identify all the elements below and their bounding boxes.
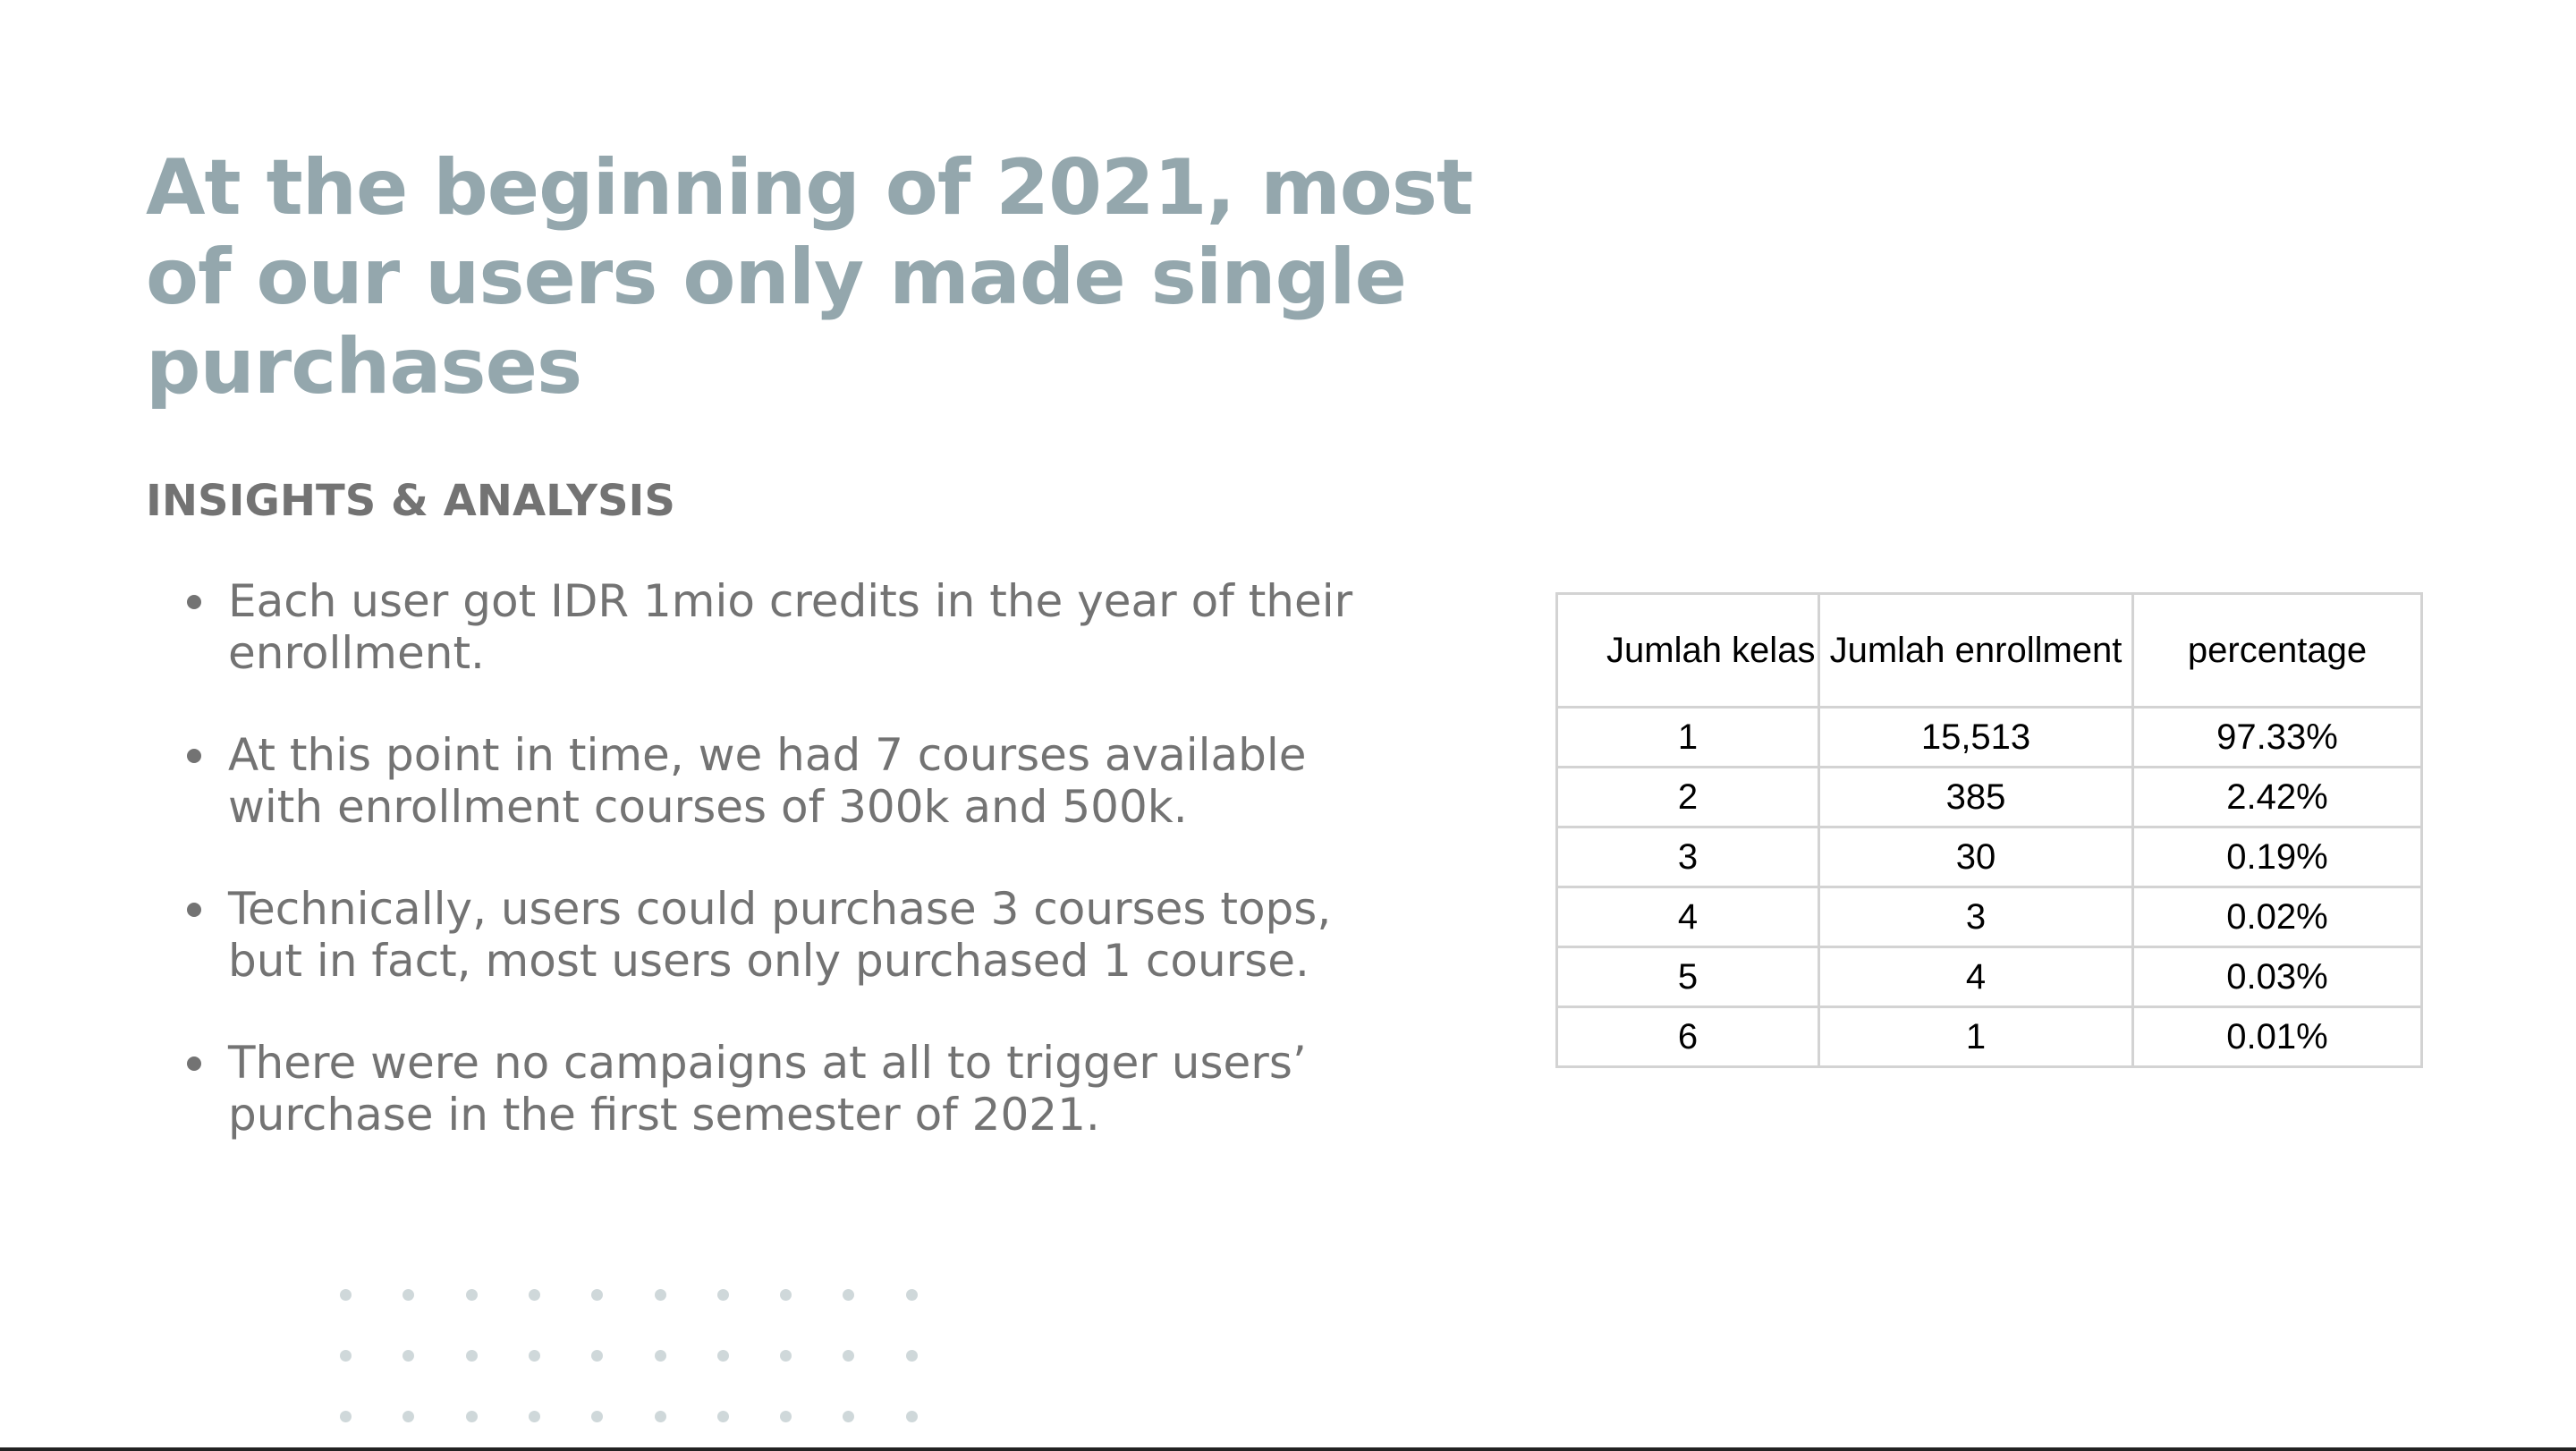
decor-dot (402, 1350, 414, 1362)
cell-kelas: 4 (1555, 886, 1820, 948)
decor-dot (843, 1350, 854, 1362)
cell-percentage: 0.02% (2131, 886, 2423, 948)
cell-enrollment: 30 (1818, 826, 2134, 888)
bullet-item: Each user got IDR 1mio credits in the ye… (146, 575, 1398, 679)
decor-dot (402, 1411, 414, 1422)
decor-dot (340, 1411, 352, 1422)
decor-dot (340, 1350, 352, 1362)
decor-dot (717, 1350, 729, 1362)
bottom-divider (0, 1447, 2576, 1451)
decor-dot (843, 1411, 854, 1422)
decor-dot (529, 1350, 540, 1362)
enrollment-table: Jumlah kelas Jumlah enrollment percentag… (1555, 592, 2423, 1068)
decor-dot (655, 1289, 666, 1301)
bullet-item: Technically, users could purchase 3 cour… (146, 883, 1398, 987)
decor-dot (780, 1289, 792, 1301)
decor-dot (591, 1289, 603, 1301)
decor-dot (906, 1350, 918, 1362)
cell-kelas: 5 (1555, 946, 1820, 1008)
decorative-dot-grid (340, 1289, 984, 1450)
table-row: 2 385 2.42% (1555, 766, 2423, 828)
cell-kelas: 2 (1555, 766, 1820, 828)
decor-dot (529, 1289, 540, 1301)
table-row: 5 4 0.03% (1555, 946, 2423, 1008)
header-jumlah-kelas: Jumlah kelas (1555, 592, 1820, 709)
cell-percentage: 2.42% (2131, 766, 2423, 828)
cell-enrollment: 385 (1818, 766, 2134, 828)
decor-dot (466, 1289, 478, 1301)
cell-enrollment: 3 (1818, 886, 2134, 948)
decor-dot (402, 1289, 414, 1301)
table-row: 4 3 0.02% (1555, 886, 2423, 948)
cell-kelas: 1 (1555, 706, 1820, 768)
table-header-row: Jumlah kelas Jumlah enrollment percentag… (1555, 592, 2423, 709)
header-percentage: percentage (2131, 592, 2423, 709)
decor-dot (717, 1289, 729, 1301)
header-jumlah-enrollment: Jumlah enrollment (1818, 592, 2134, 709)
cell-enrollment: 4 (1818, 946, 2134, 1008)
decor-dot (466, 1350, 478, 1362)
decor-dot (591, 1350, 603, 1362)
cell-enrollment: 15,513 (1818, 706, 2134, 768)
decor-dot (655, 1411, 666, 1422)
insights-bullet-list: Each user got IDR 1mio credits in the ye… (146, 575, 1398, 1191)
cell-kelas: 3 (1555, 826, 1820, 888)
decor-dot (780, 1350, 792, 1362)
cell-enrollment: 1 (1818, 1006, 2134, 1068)
table-row: 3 30 0.19% (1555, 826, 2423, 888)
cell-percentage: 0.19% (2131, 826, 2423, 888)
decor-dot (906, 1289, 918, 1301)
decor-dot (340, 1289, 352, 1301)
section-subheading: INSIGHTS & ANALYSIS (146, 476, 675, 526)
bullet-item: There were no campaigns at all to trigge… (146, 1037, 1398, 1141)
decor-dot (906, 1411, 918, 1422)
cell-percentage: 0.01% (2131, 1006, 2423, 1068)
decor-dot (466, 1411, 478, 1422)
table-row: 6 1 0.01% (1555, 1006, 2423, 1068)
decor-dot (529, 1411, 540, 1422)
table-row: 1 15,513 97.33% (1555, 706, 2423, 768)
decor-dot (843, 1289, 854, 1301)
decor-dot (655, 1350, 666, 1362)
bullet-item: At this point in time, we had 7 courses … (146, 729, 1398, 833)
decor-dot (780, 1411, 792, 1422)
decor-dot (591, 1411, 603, 1422)
cell-kelas: 6 (1555, 1006, 1820, 1068)
decor-dot (717, 1411, 729, 1422)
cell-percentage: 97.33% (2131, 706, 2423, 768)
cell-percentage: 0.03% (2131, 946, 2423, 1008)
slide-title: At the beginning of 2021, most of our us… (146, 143, 1473, 412)
